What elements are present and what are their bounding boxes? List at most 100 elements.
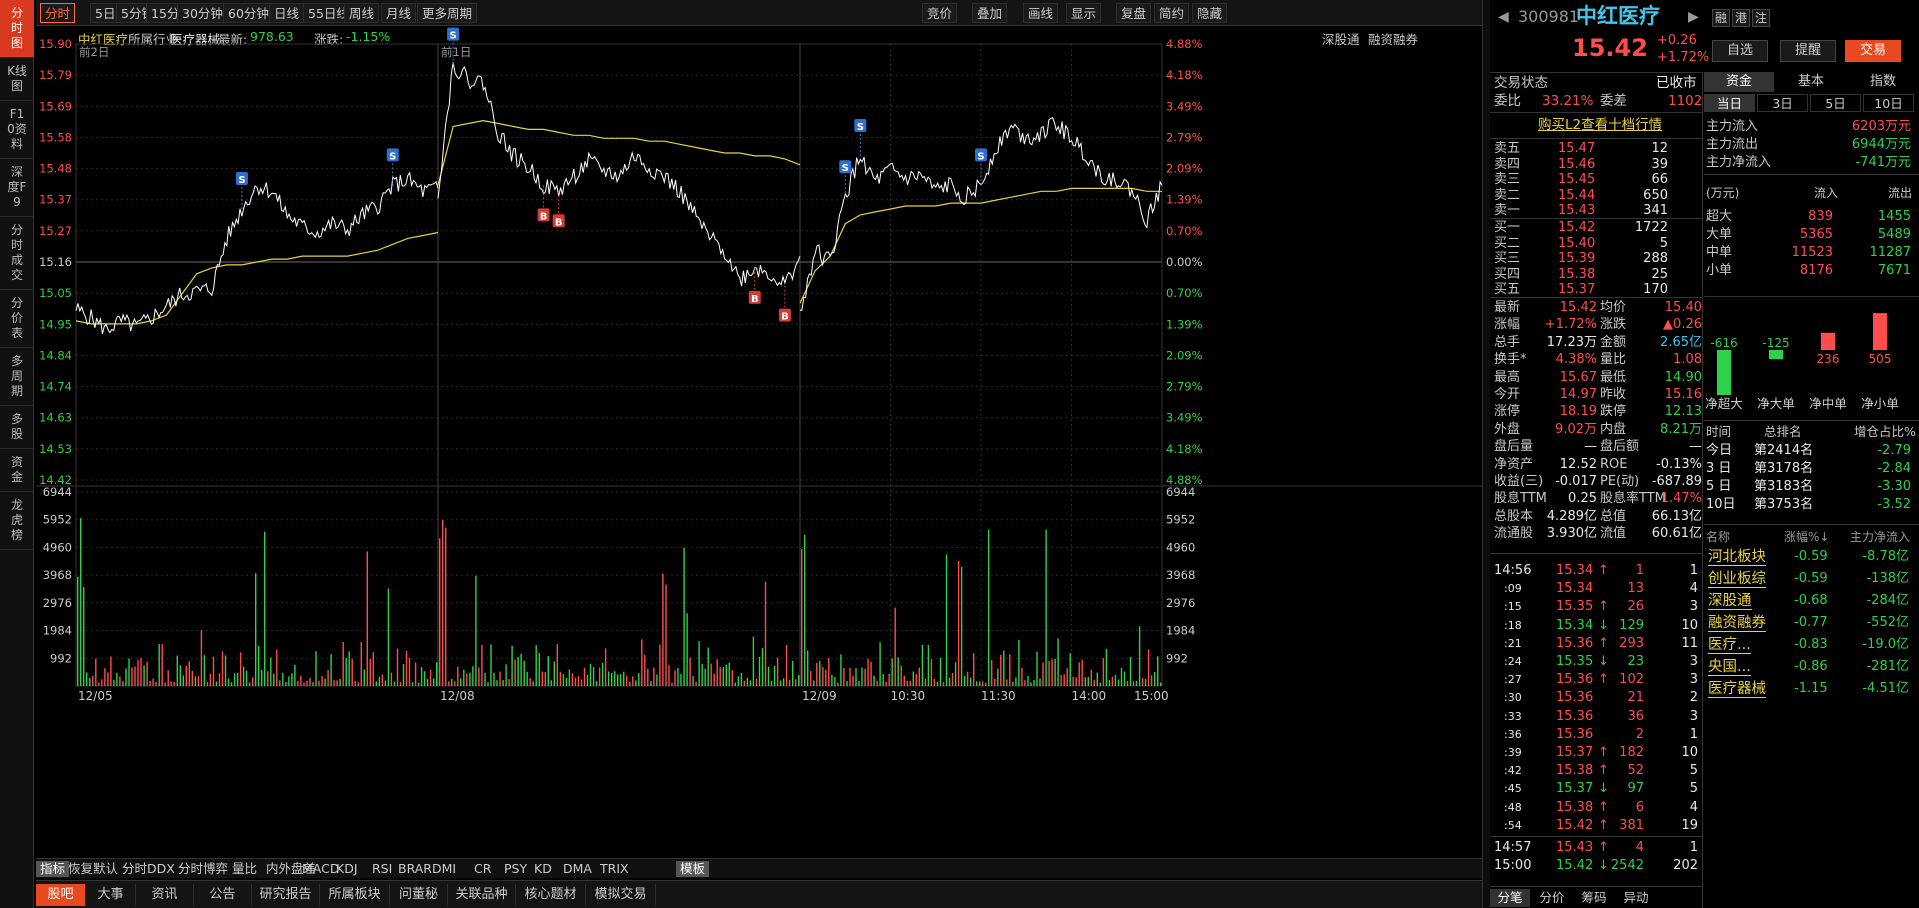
tag-shengutong[interactable]: 深股通 [1322,32,1360,47]
indicator-tab-5[interactable]: 内外盘差 [266,861,317,876]
sector-name[interactable]: 创业板综 [1708,571,1766,588]
nav-tab-9[interactable]: 模拟交易 [586,884,656,906]
indicator-tab-13[interactable]: KD [534,861,552,876]
nav-tab-7[interactable]: 关联品种 [448,884,516,906]
fund-period-0[interactable]: 当日 [1704,94,1755,112]
indicator-tab-16[interactable]: 模板 [676,861,710,877]
nav-tab-6[interactable]: 问董秘 [390,884,448,906]
zixuan-button[interactable]: 自选 [1712,40,1768,62]
quote-btn-1[interactable]: 港 [1732,9,1750,27]
sector-name[interactable]: 河北板块 [1708,549,1766,566]
indicator-tab-1[interactable]: 恢复默认 [68,861,119,876]
left-tab-5[interactable]: 分价表 [0,290,34,348]
left-tab-6[interactable]: 多周期 [0,348,34,406]
tick-tab-3[interactable]: 异动 [1623,890,1649,905]
indicator-tab-0[interactable]: 指标 [36,861,70,877]
period-tab-0[interactable]: 分时 [40,3,76,23]
nav-next-icon[interactable]: ▶ [1688,9,1699,25]
sector-name[interactable]: 融资融券 [1708,615,1766,632]
left-tab-7[interactable]: 多股 [0,406,34,449]
buy-marker[interactable] [537,208,550,222]
tool-0[interactable]: 竞价 [922,3,958,23]
volume-bar [568,669,571,686]
sell-marker[interactable] [235,171,248,185]
period-tab-9[interactable]: 月线 [381,3,417,23]
buy-marker[interactable] [552,214,565,228]
tick-tab-2[interactable]: 筹码 [1581,890,1607,905]
fund-tab-1[interactable]: 基本 [1797,74,1824,89]
industry-value[interactable]: 医疗器械 [170,32,221,47]
sell-marker[interactable] [975,148,987,162]
tool-2[interactable]: 画线 [1023,3,1059,23]
indicator-tab-4[interactable]: 量比 [232,861,258,876]
nav-tab-2[interactable]: 资讯 [136,884,194,906]
indicator-tab-3[interactable]: 分时博弈 [178,861,229,876]
indicator-tab-6[interactable]: MACD [302,861,340,876]
nav-prev-icon[interactable]: ◀ [1498,9,1509,25]
fund-tab-2[interactable]: 指数 [1869,74,1896,89]
fund-period-1[interactable]: 3日 [1757,94,1808,112]
left-tab-3[interactable]: 深度F9 [0,159,34,217]
left-tab-4[interactable]: 分时成交 [0,217,34,290]
quote-btn-0[interactable]: 融 [1712,9,1730,27]
indicator-tab-8[interactable]: RSI [372,861,393,876]
rank-period: 10日 [1706,497,1736,512]
indicator-tab-11[interactable]: CR [474,861,492,876]
tool-5[interactable]: 简约 [1154,3,1190,23]
tool-4[interactable]: 复盘 [1116,3,1152,23]
sector-name[interactable]: 深股通 [1708,593,1752,610]
trade-button[interactable]: 交易 [1845,40,1901,62]
tick-tab-1[interactable]: 分价 [1539,890,1565,905]
period-tab-8[interactable]: 周线 [344,3,380,23]
tick-tab-0[interactable]: 分笔 [1490,889,1530,907]
left-tab-8[interactable]: 资金 [0,449,34,492]
fund-period-2[interactable]: 5日 [1810,94,1861,112]
sector-name[interactable]: 医疗... [1708,637,1751,654]
nav-tab-5[interactable]: 所属板块 [320,884,390,906]
nav-tab-3[interactable]: 公告 [194,884,252,906]
fund-tab-0[interactable]: 资金 [1704,72,1774,92]
remind-button[interactable]: 提醒 [1780,40,1836,62]
indicator-tab-9[interactable]: BRAR [398,861,432,876]
sector-name[interactable]: 医疗器械 [1708,681,1766,698]
indicator-tab-12[interactable]: PSY [504,861,528,876]
nav-tab-8[interactable]: 核心题材 [516,884,586,906]
indicator-tab-14[interactable]: DMA [563,861,592,876]
period-tab-7[interactable]: 55日线 [303,3,354,23]
indicator-tab-7[interactable]: KDJ [336,861,358,876]
marker-label: S [857,122,864,133]
nav-tab-1[interactable]: 大事 [86,884,136,906]
left-tab-2[interactable]: F10资料 [0,101,34,159]
sell-marker[interactable] [386,148,399,162]
period-tab-4[interactable]: 30分钟 [177,3,228,23]
indicator-tab-15[interactable]: TRIX [600,861,629,876]
left-tab-0[interactable]: 分时图 [0,0,34,58]
quote-btn-2[interactable]: 注 [1752,9,1770,27]
left-tab-1[interactable]: K线图 [0,58,34,101]
sell-marker[interactable] [854,118,867,132]
left-tab-9[interactable]: 龙虎榜 [0,492,34,550]
sell-marker[interactable] [839,160,852,174]
sell-marker[interactable] [447,27,460,41]
tool-1[interactable]: 叠加 [972,3,1008,23]
indicator-tab-2[interactable]: 分时DDX [122,861,175,876]
tag-rongzi[interactable]: 融资融券 [1368,32,1419,47]
divider [1490,218,1702,219]
period-tab-10[interactable]: 更多周期 [417,3,478,23]
tool-3[interactable]: 显示 [1066,3,1102,23]
period-tab-5[interactable]: 60分钟 [223,3,274,23]
l2-link[interactable]: 购买L2查看十档行情 [1538,117,1663,133]
buy-marker[interactable] [778,308,791,322]
stat-label: 盘后额 [1600,439,1640,455]
nav-tab-4[interactable]: 研究报告 [252,884,320,906]
price-volume-chart[interactable]: 15.90 4.88% 15.79 4.18% 15.69 3.49% 15.58 2.79%… [36,26,1482,858]
nav-tab-0[interactable]: 股吧 [36,884,86,906]
period-tab-6[interactable]: 日线 [269,3,305,23]
panel-splitter[interactable] [1482,0,1490,908]
fund-period-3[interactable]: 10日 [1863,94,1914,112]
volume-tick: 1984 [43,624,72,638]
sector-name[interactable]: 央国... [1708,659,1751,676]
buy-marker[interactable] [748,290,761,304]
indicator-tab-10[interactable]: DMI [432,861,457,876]
tool-6[interactable]: 隐藏 [1192,3,1228,23]
